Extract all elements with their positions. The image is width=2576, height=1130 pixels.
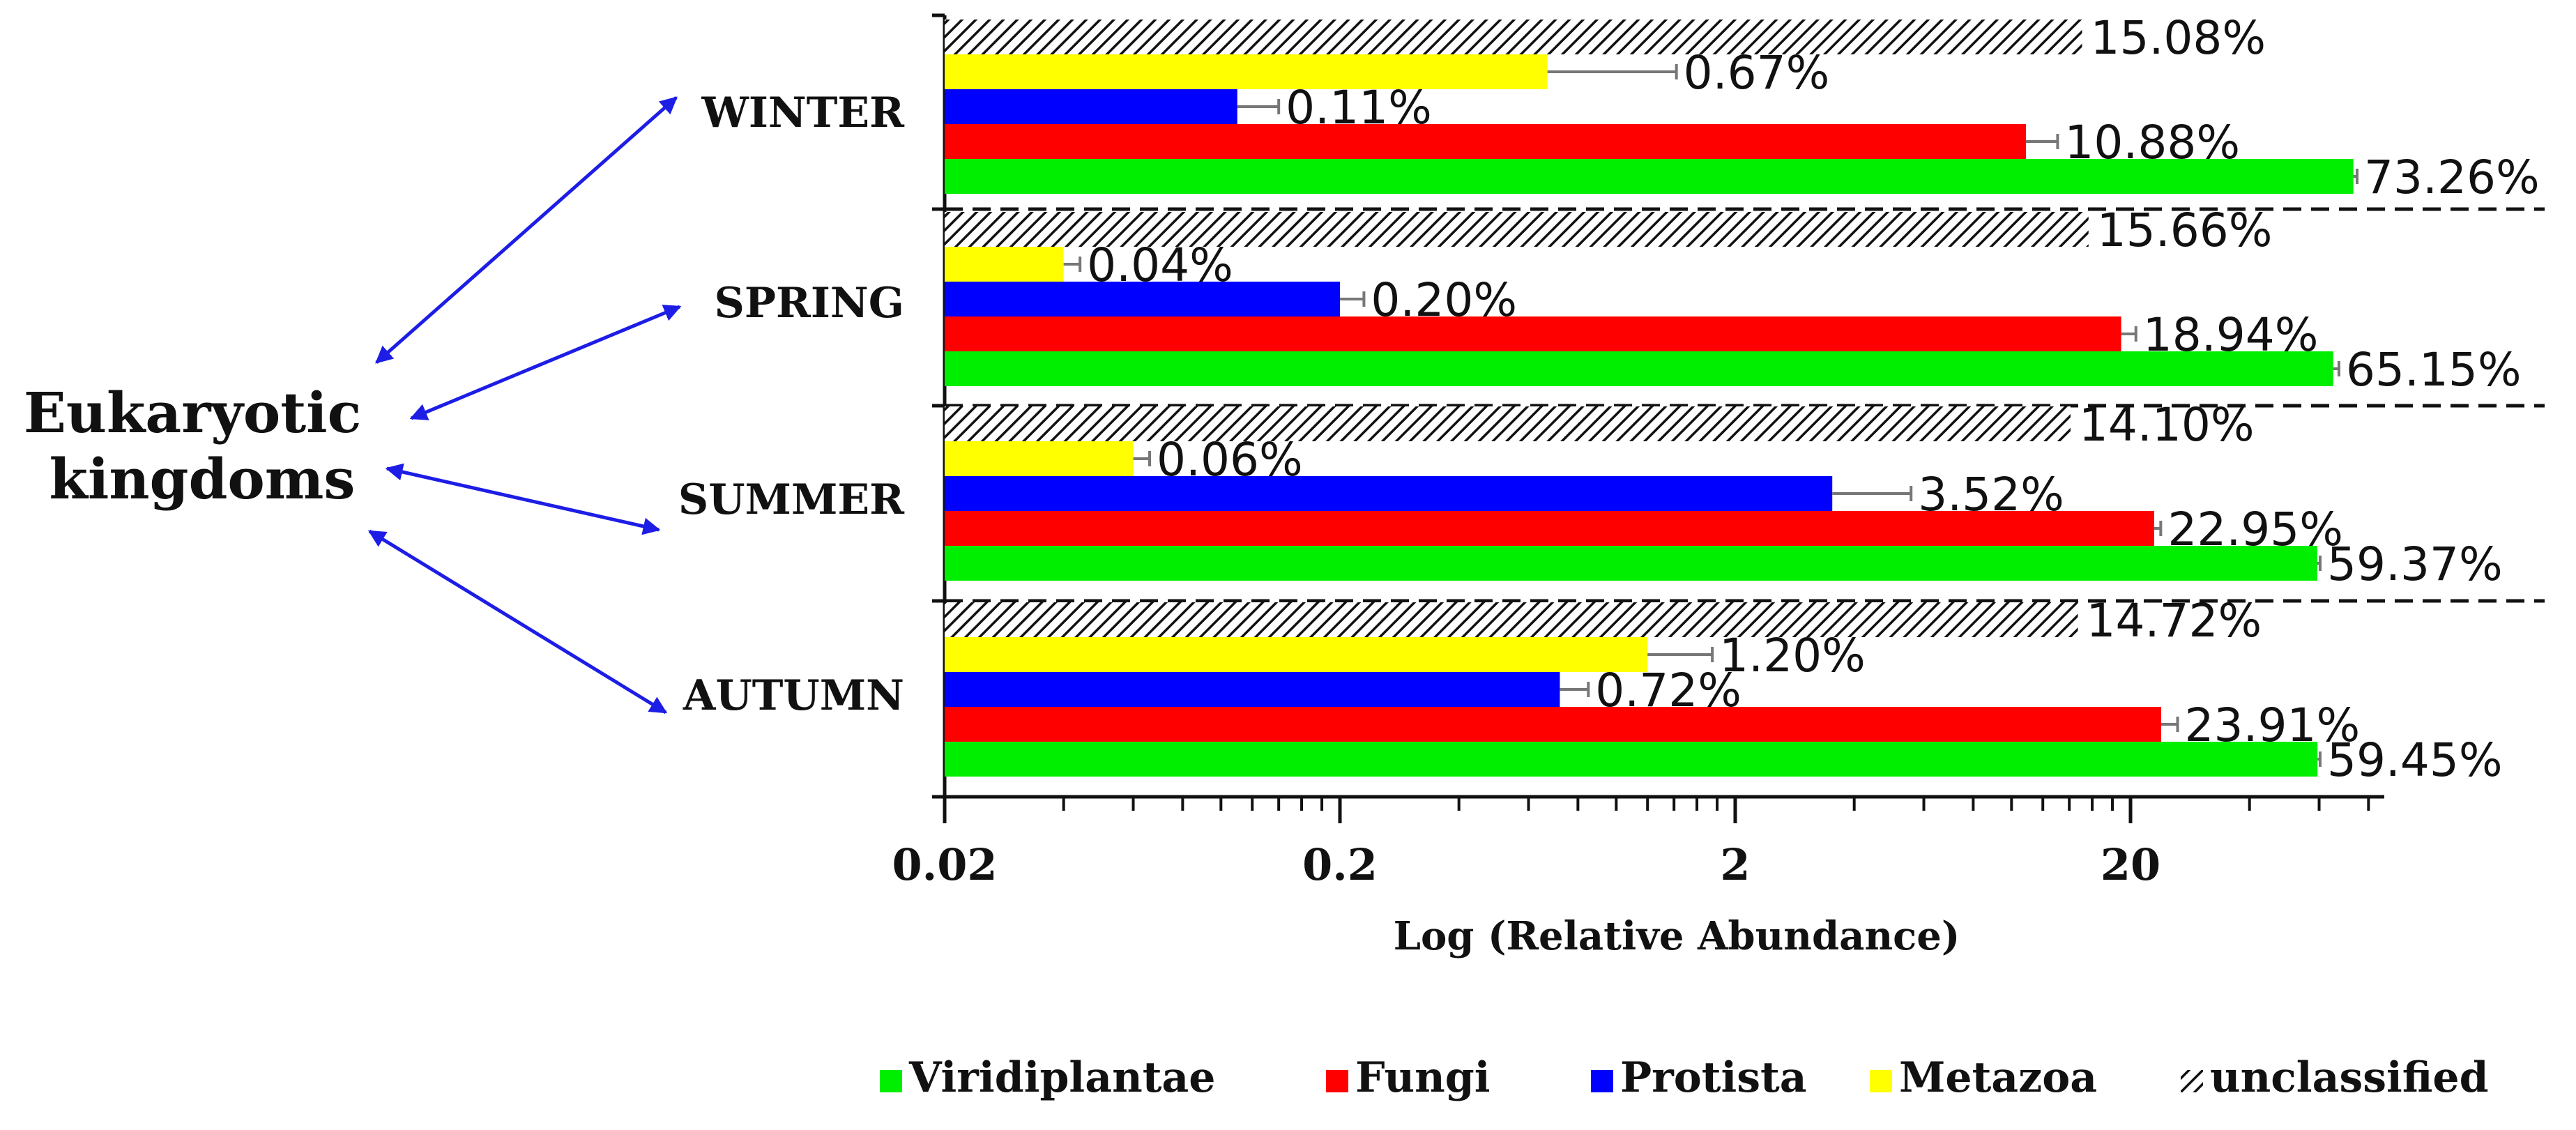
- x-tick-label: 0.2: [1302, 839, 1378, 890]
- x-tick-label: 0.02: [892, 839, 997, 890]
- bar-unclassified-summer: [945, 406, 2071, 441]
- arrow-autumn: [367, 529, 668, 715]
- category-label-summer: SUMMER: [678, 475, 905, 524]
- legend-label-protista: Protista: [1620, 1053, 1807, 1102]
- bar-unclassified-autumn: [945, 602, 2078, 637]
- category-label-autumn: AUTUMN: [683, 671, 904, 720]
- data-label: 14.72%: [2087, 594, 2262, 648]
- x-tick-label: 2: [1720, 839, 1750, 890]
- legend-swatch-fungi: [1326, 1070, 1348, 1092]
- bar-metazoa-autumn: [945, 637, 1648, 672]
- bar-viridiplantae-autumn: [945, 742, 2318, 777]
- x-tick-label: 20: [2101, 839, 2160, 890]
- bar-protista-autumn: [945, 672, 1560, 707]
- data-label: 15.66%: [2097, 204, 2273, 257]
- arrow-spring: [409, 305, 682, 420]
- data-label: 73.26%: [2364, 151, 2540, 204]
- category-label-spring: SPRING: [715, 279, 904, 328]
- arrow-summer: [385, 463, 661, 535]
- bar-unclassified-winter: [945, 20, 2082, 54]
- bar-metazoa-spring: [945, 247, 1064, 282]
- bar-fungi-autumn: [945, 707, 2161, 742]
- legend-label-metazoa: Metazoa: [1899, 1053, 2097, 1102]
- data-label: 14.10%: [2079, 398, 2255, 452]
- season-arrows: [367, 96, 682, 715]
- bar-protista-spring: [945, 282, 1340, 316]
- legend-label-viridiplantae: Viridiplantae: [908, 1053, 1215, 1102]
- legend-swatch-metazoa: [1870, 1070, 1892, 1092]
- legend-swatch-viridiplantae: [880, 1070, 902, 1092]
- bar-unclassified-spring: [945, 212, 2089, 247]
- bar-viridiplantae-summer: [945, 546, 2317, 581]
- bar-fungi-spring: [945, 316, 2121, 351]
- bar-protista-winter: [945, 89, 1237, 124]
- x-axis-label: Log (Relative Abundance): [1394, 913, 1960, 959]
- side-label: Eukaryotic kingdoms: [24, 380, 381, 512]
- bar-protista-summer: [945, 476, 1833, 511]
- plot-area: 0.02 0.2 2 20 WINTER SPRING SUMMER AUTUMN 15.08%…: [678, 11, 2545, 890]
- category-label-winter: WINTER: [701, 89, 905, 137]
- legend-label-unclassified: unclassified: [2210, 1053, 2489, 1102]
- side-label-line-2: kingdoms: [49, 446, 356, 512]
- legend-label-fungi: Fungi: [1355, 1053, 1491, 1102]
- bar-fungi-summer: [945, 511, 2154, 546]
- data-label: 59.45%: [2327, 733, 2503, 787]
- data-label: 65.15%: [2346, 343, 2522, 397]
- bar-metazoa-winter: [945, 54, 1548, 89]
- arrow-winter: [375, 96, 678, 364]
- data-label: 0.67%: [1684, 46, 1830, 100]
- bar-viridiplantae-spring: [945, 351, 2333, 386]
- bar-viridiplantae-winter: [945, 159, 2354, 194]
- data-label: 59.37%: [2327, 537, 2503, 591]
- bar-fungi-winter: [945, 124, 2027, 159]
- legend: Viridiplantae Fungi Protista Metazoa unclass…: [880, 1053, 2489, 1102]
- bar-metazoa-summer: [945, 441, 1134, 476]
- legend-swatch-unclassified: [2181, 1070, 2203, 1092]
- side-label-line-1: Eukaryotic: [24, 380, 361, 445]
- data-label: 15.08%: [2090, 11, 2266, 65]
- legend-swatch-protista: [1591, 1070, 1613, 1092]
- data-label: 1.20%: [1719, 629, 1866, 682]
